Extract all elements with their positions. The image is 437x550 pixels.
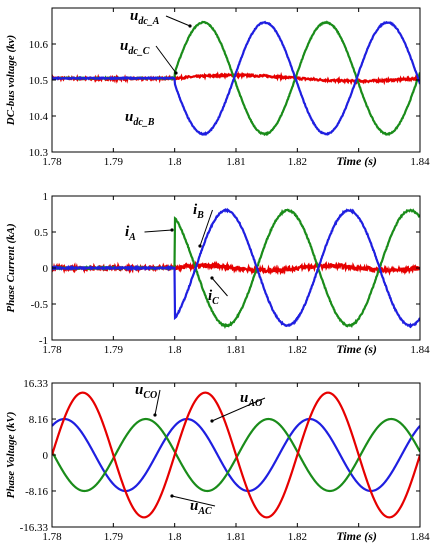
annotation-sub: dc_B [133, 117, 154, 128]
x-tick-label: 1.82 [288, 156, 307, 168]
panel-1: 1.78 1.79 1.8 1.81 1.82 1.84 Time (s) 10.3 10.4 1… [5, 7, 430, 168]
annotation-arrow-head [210, 276, 214, 280]
x-tick-label: 1.84 [410, 344, 430, 356]
annotation-main: i [208, 288, 213, 304]
series-line-ao [52, 417, 420, 493]
x-tick-label: 1.79 [104, 531, 124, 543]
x-tick-label: 1.84 [410, 156, 430, 168]
y-tick-label: -16.33 [20, 522, 49, 534]
annotation-sub: A [128, 232, 136, 243]
y-tick-label: 16.33 [23, 378, 48, 390]
series-line-b [52, 207, 420, 329]
annotation-sub: B [196, 210, 204, 221]
annotation-arrow [165, 15, 191, 27]
series-annotation: iA [125, 224, 136, 243]
x-tick-label: 1.79 [104, 344, 124, 356]
annotation-main: i [193, 202, 198, 218]
x-tick-label: 1.8 [168, 344, 182, 356]
x-axis-label: Time (s) [336, 529, 377, 543]
y-axis-label: Phase Current (kA) [5, 223, 17, 312]
annotation-arrow-head [210, 419, 214, 423]
y-tick-label: 1 [43, 191, 49, 203]
y-tick-label: 0 [43, 263, 49, 275]
y-tick-label: -1 [39, 335, 48, 347]
annotation-main: u [135, 382, 143, 398]
annotation-arrow-head [198, 244, 202, 248]
x-axis-label: Time (s) [336, 342, 377, 356]
y-axis-label: DC-bus voltage (kv) [5, 35, 17, 126]
annotation-sub: C [212, 296, 219, 307]
annotation-arrow [154, 389, 161, 416]
x-tick-label: 1.78 [42, 156, 62, 168]
series-annotation: udc_A [130, 8, 160, 27]
x-tick-label: 1.82 [288, 531, 307, 543]
y-tick-label: 10.3 [29, 147, 49, 159]
y-tick-label: 10.5 [29, 75, 49, 87]
annotation-arrow-head [188, 24, 192, 28]
annotation-sub: CO [143, 390, 157, 401]
y-tick-label: 0.5 [34, 227, 48, 239]
y-tick-label: -0.5 [31, 299, 49, 311]
x-tick-label: 1.8 [168, 531, 182, 543]
annotation-main: u [125, 109, 133, 125]
x-tick-label: 1.79 [104, 156, 124, 168]
series-annotation: uCO [135, 382, 157, 401]
series-annotation: iC [208, 288, 219, 307]
series-annotation: udc_B [125, 109, 155, 128]
annotation-main: i [125, 224, 130, 240]
series-line-ac [52, 391, 420, 519]
annotation-arrow [199, 209, 213, 247]
y-tick-label: 10.4 [29, 111, 49, 123]
y-tick-label: 10.6 [29, 39, 49, 51]
x-tick-label: 1.8 [168, 156, 182, 168]
annotation-arrow-head [170, 494, 174, 498]
series-annotation: iB [193, 202, 204, 221]
x-tick-label: 1.78 [42, 344, 62, 356]
series-line-b [52, 20, 420, 136]
annotation-sub: AO [247, 398, 262, 409]
annotation-main: u [240, 390, 248, 406]
annotation-main: u [190, 498, 198, 514]
series-annotation: uAO [240, 390, 262, 409]
x-tick-label: 1.84 [410, 531, 430, 543]
annotation-arrow [144, 229, 173, 233]
x-tick-label: 1.81 [226, 531, 245, 543]
annotation-arrow [211, 397, 266, 422]
x-tick-label: 1.82 [288, 344, 307, 356]
panel-3: 1.78 1.79 1.8 1.81 1.82 1.84 Time (s) -16.33 -8.… [5, 378, 430, 543]
series-annotation: udc_C [120, 38, 150, 57]
y-tick-label: -8.16 [25, 486, 48, 498]
y-tick-label: 0 [43, 450, 49, 462]
y-axis-label: Phase Voltage (kV) [5, 412, 17, 499]
annotation-arrow-head [174, 71, 178, 75]
annotation-arrow-head [153, 413, 157, 417]
annotation-sub: dc_C [128, 46, 149, 57]
annotation-arrow [155, 45, 177, 74]
annotation-arrow [171, 495, 216, 507]
annotation-main: u [120, 38, 128, 54]
x-axis-label: Time (s) [336, 154, 377, 168]
x-tick-label: 1.81 [226, 156, 245, 168]
x-tick-label: 1.81 [226, 344, 245, 356]
panel-2: 1.78 1.79 1.8 1.81 1.82 1.84 Time (s) -1 -0.5 0 0.… [5, 191, 430, 356]
annotation-arrow-head [170, 228, 174, 232]
annotation-sub: dc_A [138, 16, 159, 27]
annotation-main: u [130, 8, 138, 24]
x-tick-label: 1.78 [42, 531, 62, 543]
series-annotation: uAC [190, 498, 212, 517]
annotation-sub: AC [197, 506, 212, 517]
annotation-arrow [211, 277, 228, 297]
y-tick-label: 8.16 [29, 414, 49, 426]
